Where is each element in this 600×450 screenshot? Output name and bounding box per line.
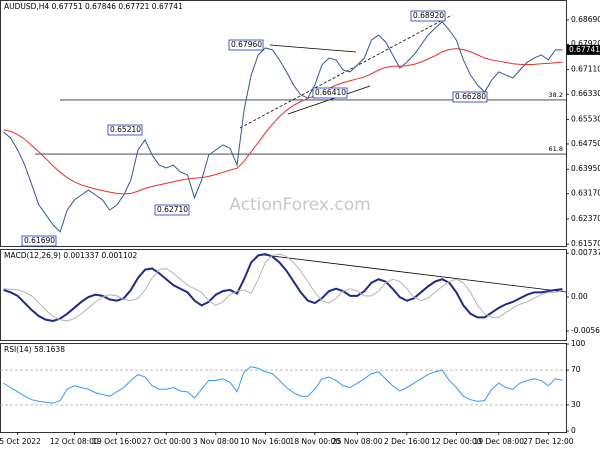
price-annotation-box: [410, 10, 446, 22]
x-tick-label: 25 Nov 08:00: [332, 437, 383, 446]
y-tick-label: 0.63950: [571, 164, 600, 173]
y-tick-label: 0.67920: [571, 39, 600, 48]
price-annotation: 0.66280: [455, 92, 486, 101]
y-tick-label: 30: [571, 400, 581, 409]
x-tick-label: 27 Oct 00:00: [142, 437, 191, 446]
y-tick-label: 0.64750: [571, 139, 600, 148]
trendline: [239, 14, 453, 129]
rsi-title: RSI(14) 58.1638: [4, 345, 65, 354]
x-tick-label: 19 Dec 08:00: [474, 437, 525, 446]
y-tick-label: 0.63170: [571, 189, 600, 198]
series-line: [3, 21, 563, 233]
y-tick-label: 0.65530: [571, 114, 600, 123]
x-tick-label: 18 Nov 00:00: [290, 437, 341, 446]
price-annotation-box: [107, 124, 143, 136]
x-tick-label: 12 Oct 08:00: [50, 437, 99, 446]
y-tick-label: 70: [571, 365, 581, 374]
price-annotation-box: [154, 204, 190, 216]
macd-trendline: [263, 254, 567, 293]
y-tick-label: 0.00: [571, 292, 588, 301]
x-tick-label: 12 Dec 00:00: [431, 437, 482, 446]
y-tick-label: 0.61570: [571, 239, 600, 248]
y-tick-label: 100: [571, 339, 586, 348]
price-annotation-box: [228, 39, 264, 51]
x-tick-label: 19 Oct 16:00: [92, 437, 141, 446]
price-annotation: 0.65210: [110, 125, 141, 134]
series-line: [3, 48, 563, 195]
price-annotation: 0.61690: [24, 236, 55, 245]
fib-label: 61.8: [549, 145, 563, 153]
series-line: [3, 253, 563, 322]
series-line: [3, 253, 563, 322]
y-tick-label: 0.68690: [571, 15, 600, 24]
price-annotation-box: [312, 87, 348, 99]
x-tick-label: 27 Dec 12:00: [523, 437, 574, 446]
x-tick-label: 3 Nov 08:00: [193, 437, 239, 446]
macd-panel: [0, 249, 567, 341]
fib-label: 38.2: [549, 91, 563, 99]
x-tick-label: 2 Dec 16:00: [384, 437, 430, 446]
series-line: [3, 366, 563, 404]
last-price-box: [567, 44, 600, 55]
price-panel: [0, 0, 567, 247]
price-annotation-box: [21, 235, 57, 247]
y-tick-label: -0.005693: [571, 326, 600, 335]
y-tick-label: 0.007371: [571, 248, 600, 257]
y-tick-label: 0.67110: [571, 65, 600, 74]
price-title: AUDUSD,H4 0.67751 0.67846 0.67721 0.6774…: [4, 2, 183, 11]
price-annotation: 0.67960: [231, 40, 262, 49]
y-tick-label: 0.66330: [571, 89, 600, 98]
macd-title: MACD(12,26,9) 0.001337 0.001102: [4, 251, 138, 260]
y-tick-label: 0: [571, 426, 576, 435]
watermark: ActionForex.com: [229, 195, 370, 215]
trendline: [269, 44, 357, 53]
rsi-panel: [0, 343, 567, 433]
price-annotation-box: [452, 91, 488, 103]
price-annotation: 0.68920: [413, 11, 444, 20]
last-price-label: 0.67741: [569, 45, 600, 54]
y-tick-label: 0.62370: [571, 214, 600, 223]
x-tick-label: 5 Oct 2022: [0, 437, 41, 446]
x-tick-label: 10 Nov 16:00: [240, 437, 291, 446]
price-annotation: 0.66410: [315, 88, 346, 97]
price-annotation: 0.62710: [157, 205, 188, 214]
